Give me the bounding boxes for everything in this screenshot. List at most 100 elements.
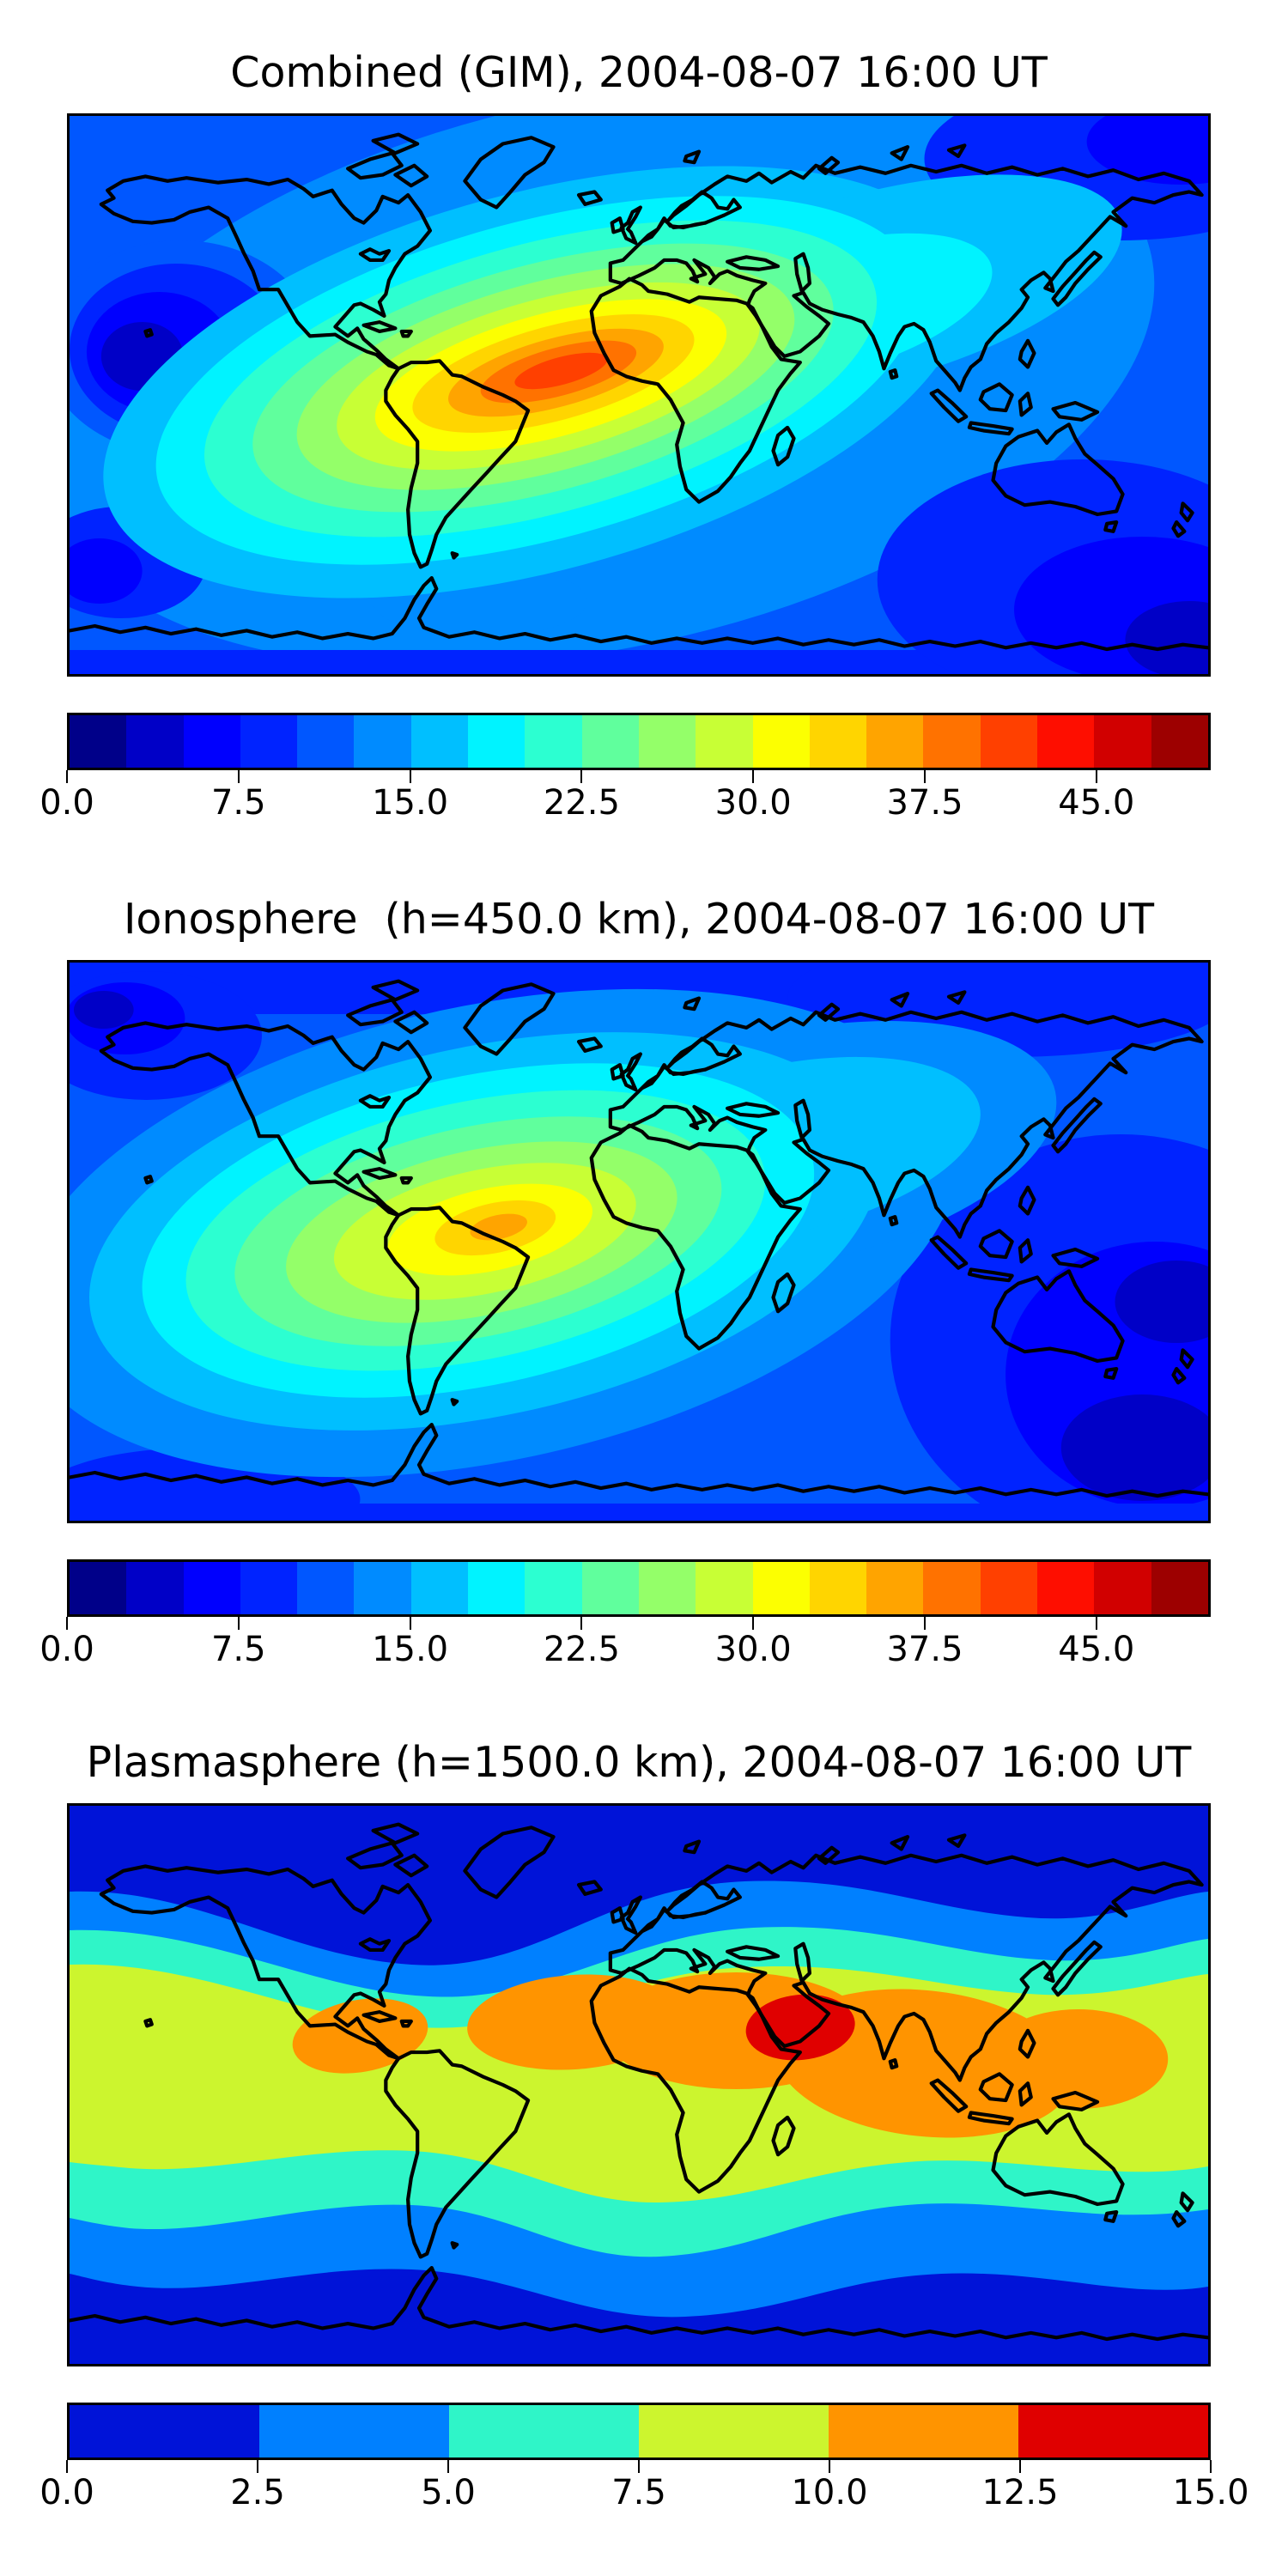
panel-title: Ionosphere (h=450.0 km), 2004-08-07 16:0… [123,895,1155,944]
colorbar-segment [866,715,924,768]
colorbar-segment [1094,1562,1151,1614]
colorbar-tick-label: 30.0 [714,783,792,823]
colorbar-segment [752,715,810,768]
colorbar-tick-labels: 0.0 2.5 5.0 7.5 10.0 12.5 15.0 [39,2473,1249,2518]
panel-ionosphere: Ionosphere (h=450.0 km), 2004-08-07 16:0… [39,895,1211,1674]
colorbar-tick-label: 37.5 [886,1630,963,1669]
colorbar-tick-mark [752,1617,755,1630]
colorbar-segment [809,715,867,768]
colorbar-tick-mark [237,770,240,783]
colorbar-tick-mark [409,770,411,783]
colorbar-segment [126,1562,184,1614]
colorbar-tick-label: 0.0 [39,2473,94,2512]
colorbar-segment [1018,2405,1208,2458]
colorbar-tick-mark [580,770,583,783]
panel-combined: Combined (GIM), 2004-08-07 16:00 UT [39,48,1211,828]
colorbar-segment [638,715,696,768]
colorbar-segment [923,715,981,768]
world-map-ionosphere [67,960,1211,1523]
colorbar-segment [70,715,127,768]
colorbar-segment [1151,1562,1208,1614]
colorbar-segment [923,1562,981,1614]
colorbar-tick-label: 5.0 [421,2473,476,2512]
colorbar-tick-labels: 0.0 7.5 15.0 22.5 30.0 37.5 45.0 [39,783,1211,828]
colorbar-tick-mark [1210,2460,1212,2473]
colorbar-tick-label: 10.0 [791,2473,868,2512]
colorbar-segment [638,1562,696,1614]
colorbar-tick-label: 0.0 [39,783,94,823]
colorbar-tick-label: 15.0 [372,783,449,823]
colorbar-segment [752,1562,810,1614]
colorbar-segment [410,715,469,768]
colorbar-tick-label: 22.5 [543,783,620,823]
colorbar-plasmasphere: 0.0 2.5 5.0 7.5 10.0 12.5 15.0 [39,2403,1249,2518]
colorbar-combined: 0.0 7.5 15.0 22.5 30.0 37.5 45.0 [39,713,1211,828]
colorbar-tick-label: 2.5 [230,2473,285,2512]
colorbar-segment [1037,715,1095,768]
colorbar-tick-label: 7.5 [210,783,266,823]
colorbar-tick-labels: 0.0 7.5 15.0 22.5 30.0 37.5 45.0 [39,1630,1211,1674]
colorbar-tick-label: 15.0 [1172,2473,1249,2512]
colorbar-tick-mark [257,2460,258,2473]
colorbar-tick-label: 15.0 [372,1630,449,1669]
colorbar-tick-label: 30.0 [714,1630,792,1669]
colorbar-tick-mark [1095,1617,1097,1630]
colorbar-segment [354,1562,411,1614]
colorbar-ticks [66,2460,1212,2473]
panel-plasmasphere: Plasmasphere (h=1500.0 km), 2004-08-07 1… [39,1738,1249,2518]
colorbar-segment [354,715,411,768]
world-map-plasmasphere [67,1803,1211,2366]
colorbar-ionosphere: 0.0 7.5 15.0 22.5 30.0 37.5 45.0 [39,1559,1211,1674]
panel-title: Combined (GIM), 2004-08-07 16:00 UT [230,48,1048,97]
colorbar-tick-mark [447,2460,449,2473]
colorbar-tick-label: 0.0 [39,1630,94,1669]
colorbar-tick-label: 22.5 [543,1630,620,1669]
colorbar-segment [866,1562,924,1614]
colorbar-segment [696,1562,753,1614]
colorbar-tick-mark [924,1617,926,1630]
world-map-combined-gim [67,113,1211,677]
colorbar-segment [240,1562,298,1614]
colorbar-segment [829,2405,1018,2458]
colorbar-segment [240,715,298,768]
colorbar-tick-mark [924,770,926,783]
contour-map-plasmasphere [70,1806,1208,2364]
colorbar-segment [525,1562,582,1614]
colorbar-ticks [66,1617,1211,1630]
colorbar-segment [639,2405,829,2458]
colorbar-segment [70,2405,259,2458]
colorbar-tick-label: 7.5 [210,1630,266,1669]
colorbar-segment [183,1562,240,1614]
colorbar-tick-mark [66,1617,68,1630]
colorbar-segment [1094,715,1151,768]
colorbar-tick-mark [409,1617,411,1630]
colorbar-segment [259,2405,449,2458]
colorbar-gradient [67,2403,1211,2460]
colorbar-segment [809,1562,867,1614]
colorbar-tick-mark [638,2460,640,2473]
colorbar-tick-mark [580,1617,583,1630]
colorbar-segment [126,715,184,768]
colorbar-segment [70,1562,127,1614]
colorbar-segment [468,1562,526,1614]
colorbar-segment [525,715,582,768]
colorbar-tick-label: 45.0 [1058,1630,1135,1669]
colorbar-tick-label: 12.5 [981,2473,1059,2512]
colorbar-tick-mark [1095,770,1097,783]
colorbar-segment [297,1562,355,1614]
colorbar-tick-label: 37.5 [886,783,963,823]
colorbar-tick-label: 45.0 [1058,783,1135,823]
colorbar-segment [297,715,355,768]
colorbar-tick-mark [1019,2460,1021,2473]
colorbar-segment [980,715,1038,768]
colorbar-ticks [66,770,1211,783]
colorbar-gradient [67,1559,1211,1617]
colorbar-segment [581,1562,639,1614]
colorbar-segment [980,1562,1038,1614]
colorbar-tick-label: 7.5 [611,2473,666,2512]
colorbar-segment [449,2405,639,2458]
colorbar-segment [1151,715,1208,768]
colorbar-segment [1037,1562,1095,1614]
contour-map-combined [70,116,1208,674]
panel-title: Plasmasphere (h=1500.0 km), 2004-08-07 1… [86,1738,1192,1787]
